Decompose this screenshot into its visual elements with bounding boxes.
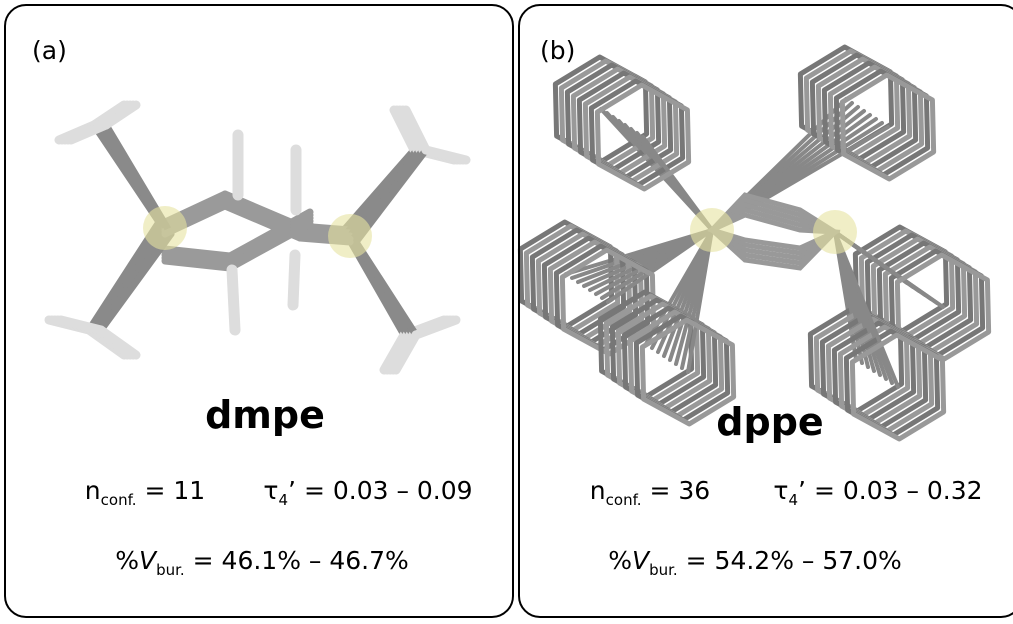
subscript: conf. bbox=[101, 491, 137, 509]
subscript: bur. bbox=[156, 561, 185, 579]
symbol: τ bbox=[263, 476, 278, 505]
prefix: % bbox=[115, 546, 139, 575]
figure: (a) dmpe nconf. = 11 τ4’ = 0.03 – 0.09 %… bbox=[0, 0, 1013, 624]
prime: ’ bbox=[288, 476, 296, 505]
tau: τ4’ = 0.03 – 0.32 bbox=[773, 476, 982, 509]
subscript: bur. bbox=[649, 561, 678, 579]
vbur: %Vbur. = 46.1% – 46.7% bbox=[115, 546, 409, 579]
prefix: % bbox=[608, 546, 632, 575]
panel-label: (b) bbox=[540, 36, 575, 65]
symbol: n bbox=[85, 476, 101, 505]
symbol: V bbox=[139, 546, 156, 575]
value: = 36 bbox=[649, 476, 710, 505]
panel-a bbox=[4, 4, 514, 618]
symbol: V bbox=[632, 546, 649, 575]
panel-b bbox=[518, 4, 1013, 618]
symbol: n bbox=[590, 476, 606, 505]
ligand-name: dppe bbox=[716, 400, 823, 444]
value: = 0.03 – 0.32 bbox=[814, 476, 983, 505]
n-conf: nconf. = 11 bbox=[85, 476, 205, 509]
value: = 54.2% – 57.0% bbox=[686, 546, 902, 575]
ligand-name: dmpe bbox=[205, 393, 325, 437]
symbol: τ bbox=[773, 476, 788, 505]
value: = 11 bbox=[144, 476, 205, 505]
subscript: conf. bbox=[606, 491, 642, 509]
panel-label: (a) bbox=[32, 36, 67, 65]
tau: τ4’ = 0.03 – 0.09 bbox=[263, 476, 472, 509]
value: = 46.1% – 46.7% bbox=[193, 546, 409, 575]
prime: ’ bbox=[798, 476, 806, 505]
value: = 0.03 – 0.09 bbox=[304, 476, 473, 505]
subscript: 4 bbox=[788, 491, 798, 509]
n-conf: nconf. = 36 bbox=[590, 476, 710, 509]
subscript: 4 bbox=[278, 491, 288, 509]
vbur: %Vbur. = 54.2% – 57.0% bbox=[608, 546, 902, 579]
